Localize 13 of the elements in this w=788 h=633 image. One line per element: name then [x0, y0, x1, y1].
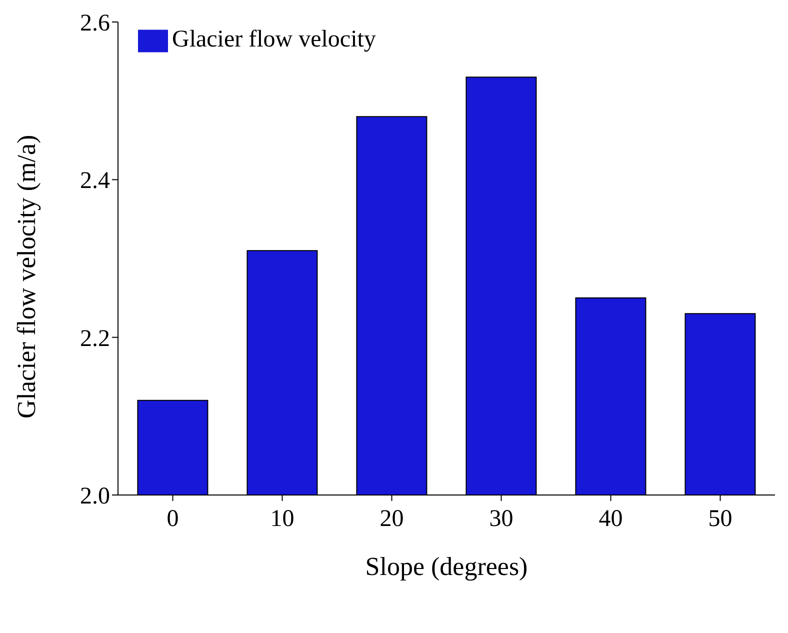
x-tick-label: 0 — [166, 506, 179, 532]
x-tick-label: 20 — [380, 506, 404, 532]
x-tick-label: 30 — [489, 506, 514, 532]
x-tick-label: 10 — [270, 506, 294, 532]
x-tick-label: 40 — [598, 506, 623, 532]
legend-label: Glacier flow velocity — [172, 26, 376, 53]
x-tick-label: 50 — [708, 506, 732, 532]
y-tick-label: 2.0 — [80, 484, 110, 510]
y-tick-label: 2.6 — [80, 10, 110, 37]
y-axis-title: Glacier flow velocity (m/a) — [12, 134, 42, 418]
y-tick-label: 2.2 — [80, 326, 110, 352]
x-axis-title: Slope (degrees) — [365, 552, 528, 581]
y-tick-label: 2.4 — [80, 168, 110, 194]
